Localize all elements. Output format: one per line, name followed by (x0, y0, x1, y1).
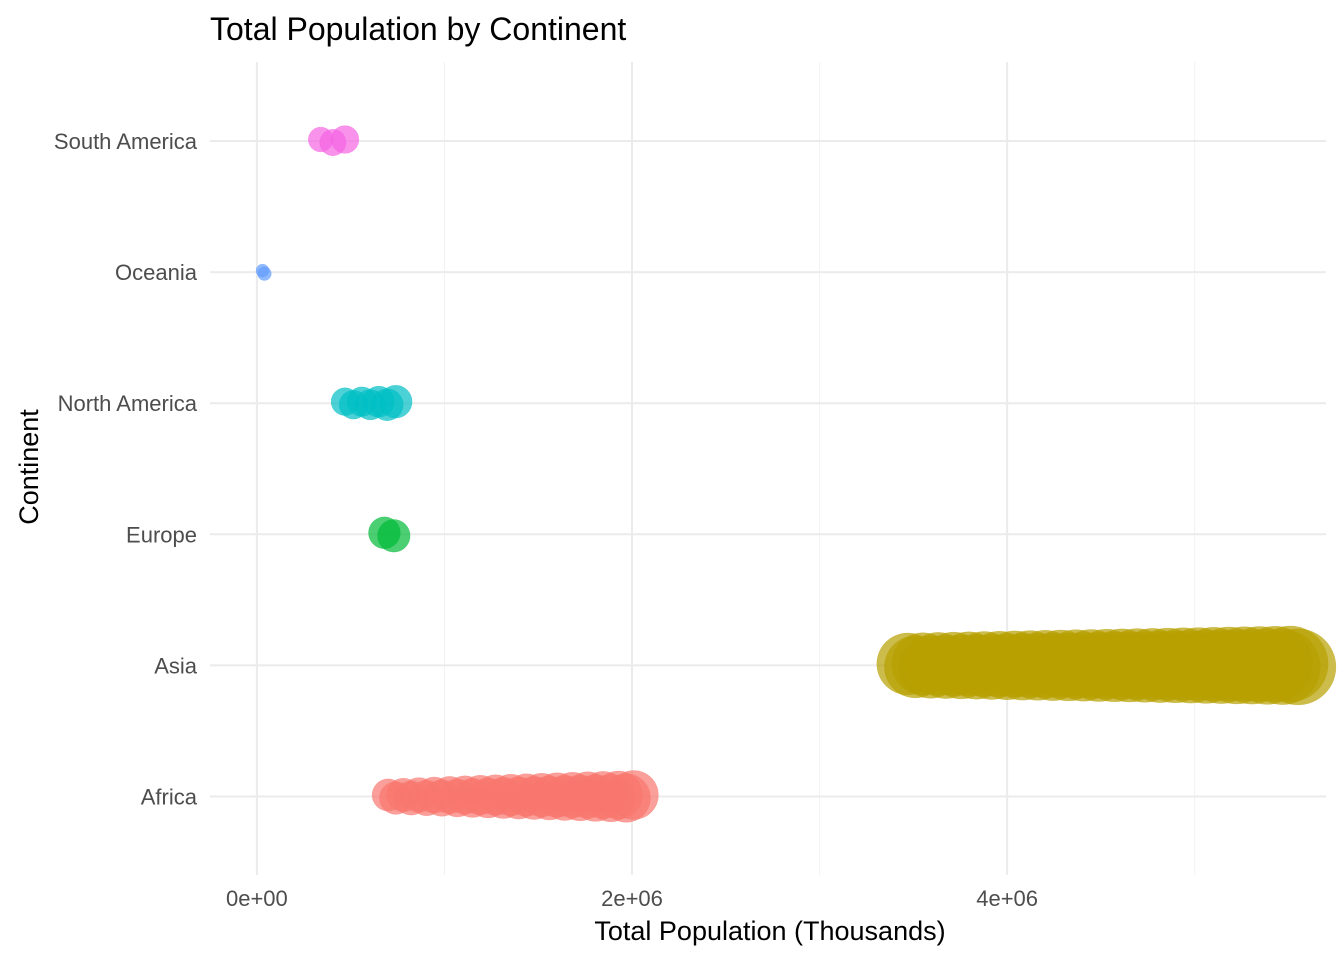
y-tick-label-north-america: North America (58, 391, 198, 416)
y-tick-label-europe: Europe (126, 522, 197, 547)
y-tick-label-south-america: South America (54, 129, 198, 154)
data-point-south-america (330, 125, 360, 154)
x-tick-label: 0e+00 (226, 886, 288, 911)
series-north-america (330, 385, 413, 421)
series-asia (876, 625, 1337, 706)
data-point-europe (377, 519, 411, 553)
data-point-asia (1259, 628, 1337, 706)
x-tick-label: 4e+06 (976, 886, 1038, 911)
x-axis-title: Total Population (Thousands) (594, 916, 945, 946)
y-tick-label-asia: Asia (154, 653, 198, 678)
x-tick-label: 2e+06 (601, 886, 663, 911)
chart-title: Total Population by Continent (210, 11, 626, 47)
y-axis-ticks: Africa Asia Europe North America Oceania Sout… (54, 129, 198, 810)
data-point-africa (609, 770, 659, 820)
x-axis-ticks: 0e+00 2e+06 4e+06 (226, 886, 1038, 911)
y-axis-title: Continent (14, 409, 44, 525)
plot-points (255, 125, 1337, 823)
y-tick-label-africa: Africa (141, 785, 198, 810)
data-point-oceania (257, 266, 272, 281)
data-point-north-america (379, 385, 413, 419)
series-africa (371, 770, 659, 823)
series-europe (368, 516, 411, 553)
series-oceania (255, 263, 272, 281)
series-south-america (308, 125, 360, 156)
grid (210, 62, 1326, 875)
y-tick-label-oceania: Oceania (115, 260, 198, 285)
